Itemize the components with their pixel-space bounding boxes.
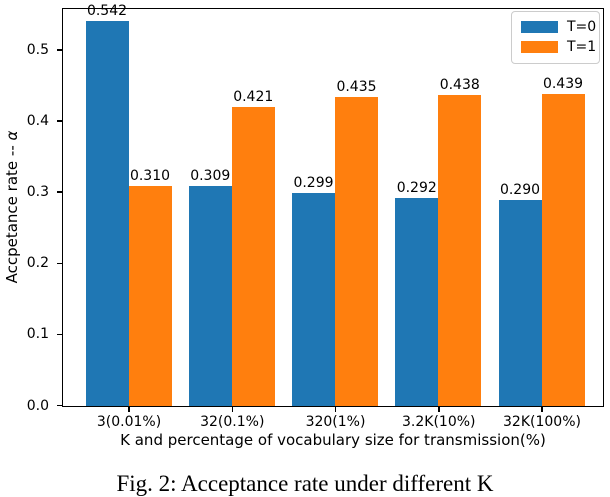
x-axis-label: K and percentage of vocabulary size for … [120,431,546,449]
plot-area: 0.542 0.309 0.299 0.292 0.290 0.310 0.421 0.435… [62,3,604,407]
y-tick-label: 0.2 [26,255,49,272]
y-tick-mark [57,191,62,193]
legend-item-t=0: T=0 [521,17,596,37]
bar-value-label: 0.310 [129,167,171,184]
x-tick-mark [334,407,337,412]
bar-value-label: 0.439 [542,75,584,92]
x-tick-label: 3.2K(10%) [402,414,476,430]
x-tick-label: 32(0.1%) [200,414,265,430]
legend-label: T=1 [567,39,597,55]
y-tick-label: 0.0 [26,397,49,414]
bar-value-label: 0.299 [293,175,334,192]
y-tick-label: 0.3 [26,184,49,201]
x-tick-mark [541,407,543,412]
y-tick-mark [57,120,62,122]
bar-value-label: 0.292 [396,180,437,197]
y-tick-mark [57,49,62,51]
x-tick-label: 320(1%) [305,414,366,430]
bar-t=1-group3 [438,94,482,406]
x-tick-label: 32K(100%) [503,414,581,430]
x-tick-label: 3(0.01%) [96,414,162,430]
figure-caption: Fig. 2: Acceptance rate under different … [116,471,494,496]
legend-item-t=1: T=1 [521,37,596,57]
y-tick-label: 0.1 [26,326,49,343]
legend-label: T=0 [567,19,597,35]
bar-value-label: 0.421 [233,88,274,105]
legend-swatch [521,41,558,53]
y-tick-label: 0.5 [26,42,49,59]
bar-t=0-group3 [395,198,439,406]
bar-t=0-group1 [188,186,232,406]
bar-value-label: 0.309 [190,168,231,185]
bar-t=0-group2 [292,193,335,406]
y-tick-mark [57,262,62,265]
bar-t=1-group2 [335,96,378,406]
bar-value-label: 0.290 [499,181,541,198]
alpha-symbol: α [3,130,21,141]
x-tick-mark [231,407,233,412]
bar-value-label: 0.438 [439,76,480,93]
y-tick-mark [57,404,62,407]
bar-t=0-group0 [85,20,129,406]
bar-t=1-group0 [128,185,172,406]
bar-t=0-group4 [498,199,542,406]
legend: T=0 T=1 [511,11,600,64]
bar-value-label: 0.435 [336,78,377,95]
x-tick-mark [128,407,130,412]
x-tick-mark [438,407,440,412]
y-tick-mark [57,333,62,336]
legend-swatch [521,21,558,33]
y-tick-label: 0.4 [26,113,49,130]
bar-t=1-group1 [231,106,275,406]
bar-value-label: 0.542 [86,2,128,19]
bar-t=1-group4 [541,93,585,406]
